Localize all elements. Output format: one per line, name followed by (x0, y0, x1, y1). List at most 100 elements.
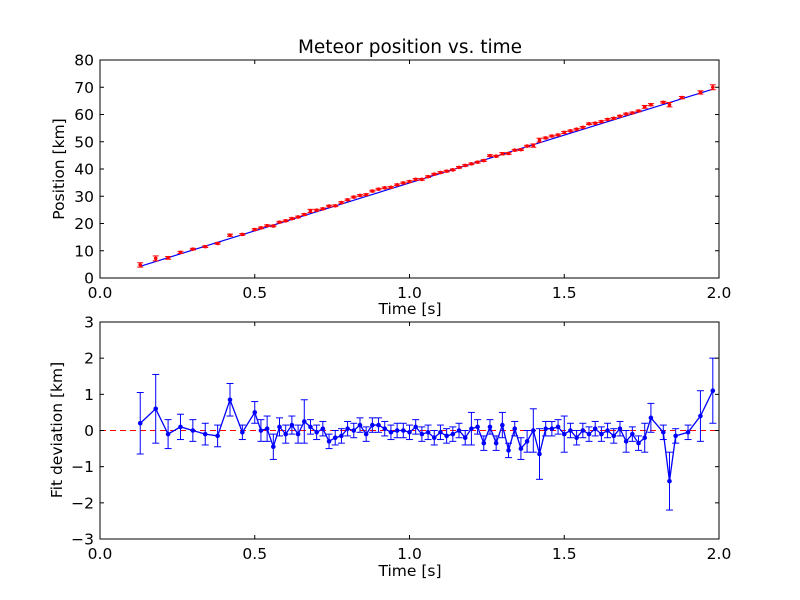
data-point (611, 116, 616, 121)
data-point (519, 147, 523, 152)
data-point (413, 177, 418, 182)
data-point (395, 183, 399, 187)
data-point (463, 163, 468, 168)
position-plot-x-tick-label: 1.5 (552, 284, 577, 302)
data-point (618, 114, 622, 118)
data-point (283, 431, 289, 437)
data-point (587, 121, 591, 126)
position-plot-x-tick-label: 1.0 (397, 284, 422, 302)
data-point (326, 439, 332, 444)
data-point (345, 197, 350, 202)
data-point (469, 426, 474, 431)
data-point (630, 111, 635, 115)
deviation-plot: 0.0 0.5 1.0 1.5 2.0 −3 −2 −1 0 1 2 3 Time [s] Fit d… (48, 314, 731, 581)
deviation-plot-x-tick-label: 1.5 (552, 545, 577, 563)
position-plot-y-tick-label: 30 (74, 188, 94, 206)
data-point (543, 136, 548, 140)
data-point (624, 112, 628, 116)
data-point (648, 415, 654, 421)
data-point (138, 263, 143, 267)
position-plot-x-tick-label: 2.0 (707, 284, 732, 302)
data-point (215, 241, 220, 246)
position-plot-y-tick-label: 60 (74, 106, 94, 124)
data-point (252, 410, 258, 415)
data-point (457, 165, 461, 170)
data-point (190, 428, 196, 433)
position-plot-y-tick-label: 0 (84, 270, 94, 288)
data-point (462, 435, 468, 441)
data-point (506, 151, 511, 156)
data-point (258, 428, 264, 433)
deviation-plot-x-axis-label: Time [s] (377, 562, 441, 580)
data-point (531, 428, 536, 433)
data-point (271, 224, 276, 228)
position-plot-frame (99, 59, 720, 279)
data-point (413, 424, 418, 430)
data-point (660, 430, 666, 435)
data-point (617, 426, 623, 431)
data-point (389, 185, 393, 190)
data-point (407, 430, 412, 435)
data-point (661, 100, 666, 105)
data-point (636, 440, 641, 446)
data-point (265, 223, 269, 228)
data-point (178, 424, 183, 430)
data-point (555, 424, 561, 430)
data-point (314, 430, 319, 435)
data-point (252, 227, 257, 232)
position-plot-x-tick-label: 0.0 (88, 284, 113, 302)
data-point (358, 193, 362, 198)
data-point (543, 426, 548, 431)
data-point (636, 109, 641, 113)
data-point (308, 424, 313, 430)
data-point (525, 144, 529, 148)
data-point (376, 187, 381, 191)
data-point (290, 216, 294, 221)
chart-title: Meteor position vs. time (298, 37, 522, 58)
data-point (137, 420, 143, 426)
data-point (698, 413, 703, 419)
data-point (537, 138, 542, 142)
data-point (531, 143, 536, 148)
deviation-plot-ticks: 0.0 0.5 1.0 1.5 2.0 −3 −2 −1 0 1 2 3 (71, 314, 731, 564)
data-point (487, 424, 493, 430)
data-point (283, 218, 288, 223)
data-point (165, 431, 171, 437)
deviation-plot-y-tick-label: 2 (84, 350, 94, 368)
deviation-plot-data (100, 357, 719, 511)
data-point (339, 433, 344, 439)
position-plot-y-tick-label: 20 (74, 215, 94, 233)
deviation-plot-y-tick-label: −3 (71, 531, 94, 549)
data-point (203, 244, 208, 249)
data-point (506, 448, 511, 453)
data-point (623, 439, 629, 444)
data-point (438, 430, 443, 435)
deviation-plot-x-tick-label: 2.0 (707, 545, 732, 563)
data-point (444, 169, 449, 173)
data-point (426, 174, 430, 179)
data-point (277, 424, 282, 430)
data-point (351, 195, 356, 199)
data-point (178, 250, 183, 255)
data-point (240, 232, 245, 237)
deviation-plot-x-tick-label: 0.5 (242, 545, 267, 563)
data-point (277, 220, 282, 224)
position-plot-y-tick-label: 40 (74, 161, 94, 179)
data-point (561, 431, 567, 437)
data-point (667, 102, 672, 107)
data-point (630, 431, 635, 437)
data-point (549, 426, 555, 431)
data-point (401, 181, 406, 185)
position-plot-y-tick-label: 70 (74, 79, 94, 97)
data-point (376, 422, 381, 428)
data-point (394, 428, 400, 433)
position-plot-y-axis-label: Position [km] (50, 118, 68, 219)
data-point (710, 388, 716, 394)
position-plot-y-tick-label: 10 (74, 242, 94, 260)
data-point (228, 233, 232, 238)
deviation-plot-y-tick-label: −2 (71, 494, 94, 512)
data-point (166, 256, 170, 260)
data-point (568, 129, 573, 133)
data-point (512, 426, 518, 431)
data-point (562, 130, 567, 135)
